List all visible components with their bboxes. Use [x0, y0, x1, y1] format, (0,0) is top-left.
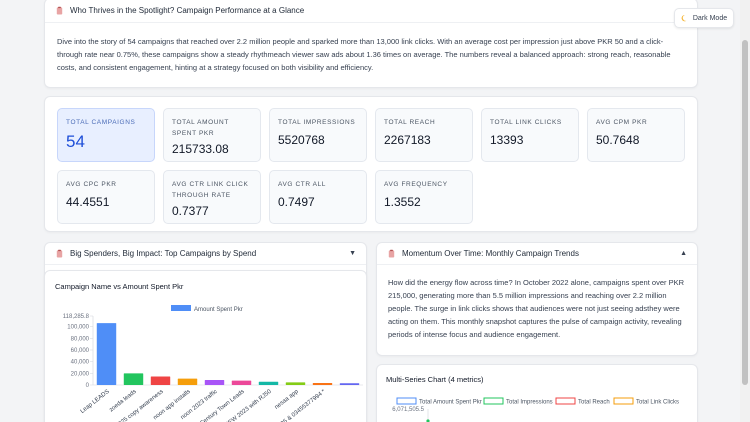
multi-series-panel: Multi-Series Chart (4 metrics) Total Amo… [376, 364, 698, 422]
summary-paragraph: Dive into the story of 54 campaigns that… [57, 37, 671, 72]
x-tick-label: Leap LEADS [80, 389, 111, 415]
metric-total-impressions[interactable]: TOTAL IMPRESSIONS 5520768 [269, 108, 367, 162]
metric-label: TOTAL REACH [384, 119, 436, 126]
y-tick-label: 0 [86, 383, 90, 389]
dark-mode-button[interactable]: Dark Mode [674, 8, 734, 28]
legend-label: Amount Spent Pkr [194, 307, 243, 313]
metric-avg-ctr-all[interactable]: AVG CTR ALL 0.7497 [269, 170, 367, 224]
metric-value: 54 [66, 132, 85, 151]
x-tick-label: nesaa app [274, 388, 300, 410]
metric-label: TOTAL IMPRESSIONS [278, 119, 356, 126]
spenders-panel-title: Big Spenders, Big Impact: Top Campaigns … [70, 249, 257, 258]
x-tick-label: NEW 2023 with RJ50 [224, 388, 273, 422]
legend-swatch [396, 397, 417, 405]
y-tick-label: 118,285.8 [63, 314, 90, 320]
bar [123, 373, 144, 385]
y-tick-label: 60,000 [71, 348, 90, 354]
chevron-down-icon[interactable]: ▼ [349, 250, 356, 257]
metric-value: 13393 [490, 133, 524, 147]
legend-swatch [555, 397, 576, 405]
metric-label: TOTAL LINK CLICKS [490, 119, 562, 126]
metric-value: 44.4551 [66, 195, 110, 209]
metric-label: AVG CTR ALL [278, 181, 327, 188]
legend-swatch [171, 305, 191, 311]
moon-icon [681, 14, 687, 22]
metric-avg-ctr-link[interactable]: AVG CTR LINK CLICK THROUGH RATE 0.7377 [163, 170, 261, 224]
bar [258, 381, 279, 385]
legend-label: Total Impressions [506, 400, 553, 406]
bar [312, 382, 333, 385]
metric-avg-cpm[interactable]: AVG CPM PKR 50.7648 [587, 108, 685, 162]
metrics-panel: TOTAL CAMPAIGNS 54 TOTAL AMOUNT SPENT PK… [44, 96, 698, 232]
momentum-panel: Momentum Over Time: Monthly Campaign Tre… [376, 242, 698, 356]
multi-series-chart: Total Amount Spent Pkr Total Impressions T… [392, 397, 679, 422]
metric-value: 215733.08 [172, 142, 229, 156]
legend-label: Total Amount Spent Pkr [419, 400, 482, 406]
clipboard-icon [56, 6, 63, 15]
metric-total-amount-spent[interactable]: TOTAL AMOUNT SPENT PKR 215733.08 [163, 108, 261, 162]
y-tick-label: 40,000 [71, 360, 90, 366]
clipboard-icon [388, 249, 395, 258]
metric-total-reach[interactable]: TOTAL REACH 2267183 [375, 108, 473, 162]
momentum-panel-title: Momentum Over Time: Monthly Campaign Tre… [402, 249, 579, 258]
bar [339, 383, 360, 385]
bar [204, 380, 225, 385]
metric-value: 1.3552 [384, 195, 421, 209]
summary-panel: Who Thrives in the Spotlight? Campaign P… [44, 0, 698, 88]
legend-swatch [483, 397, 504, 405]
legend-swatch [613, 397, 634, 405]
bar [96, 323, 117, 385]
metric-total-campaigns[interactable]: TOTAL CAMPAIGNS 54 [57, 108, 155, 162]
metric-value: 5520768 [278, 133, 325, 147]
spenders-chart-card: Campaign Name vs Amount Spent Pkr Amount… [44, 270, 367, 422]
legend-label: Total Reach [578, 400, 610, 406]
bar-chart-title: Campaign Name vs Amount Spent Pkr [55, 282, 184, 291]
data-point [426, 419, 430, 422]
chevron-up-icon[interactable]: ▲ [680, 250, 687, 257]
y-tick-label: 20,000 [71, 371, 90, 377]
metric-label: AVG CPC PKR [66, 181, 117, 188]
y-tick-label: 100,000 [67, 325, 89, 331]
metric-label: TOTAL AMOUNT SPENT PKR [172, 119, 229, 137]
bar [177, 378, 198, 385]
y-tick-label: 6,071,505.5 [392, 407, 424, 413]
bar-chart: Amount Spent Pkr 0 20,000 40,000 60,000 80,00… [63, 305, 363, 422]
metric-avg-cpc[interactable]: AVG CPC PKR 44.4551 [57, 170, 155, 224]
metric-total-link-clicks[interactable]: TOTAL LINK CLICKS 13393 [481, 108, 579, 162]
metric-label: AVG CTR LINK CLICK THROUGH RATE [172, 181, 249, 199]
clipboard-icon [56, 249, 63, 258]
dark-mode-label: Dark Mode [692, 14, 728, 22]
summary-panel-title: Who Thrives in the Spotlight? Campaign P… [70, 6, 305, 15]
metric-value: 50.7648 [596, 133, 640, 147]
bar [231, 380, 252, 385]
summary-panel-header[interactable]: Who Thrives in the Spotlight? Campaign P… [45, 0, 697, 23]
metric-label: TOTAL CAMPAIGNS [66, 119, 136, 126]
bar [285, 382, 306, 385]
legend-label: Total Link Clicks [636, 400, 679, 406]
metric-value: 0.7377 [172, 204, 209, 218]
metric-value: 0.7497 [278, 195, 315, 209]
metric-value: 2267183 [384, 133, 431, 147]
multi-series-title: Multi-Series Chart (4 metrics) [386, 375, 484, 384]
spenders-panel-header[interactable]: Big Spenders, Big Impact: Top Campaigns … [45, 243, 366, 265]
momentum-panel-header[interactable]: Momentum Over Time: Monthly Campaign Tre… [377, 243, 697, 265]
y-tick-label: 80,000 [71, 336, 90, 342]
metric-label: AVG CPM PKR [596, 119, 648, 126]
metric-label: AVG FREQUENCY [384, 181, 448, 188]
momentum-paragraph: How did the energy flow across time? In … [388, 278, 684, 339]
metric-avg-frequency[interactable]: AVG FREQUENCY 1.3552 [375, 170, 473, 224]
bar [150, 376, 171, 385]
scrollbar-thumb[interactable] [742, 40, 748, 385]
